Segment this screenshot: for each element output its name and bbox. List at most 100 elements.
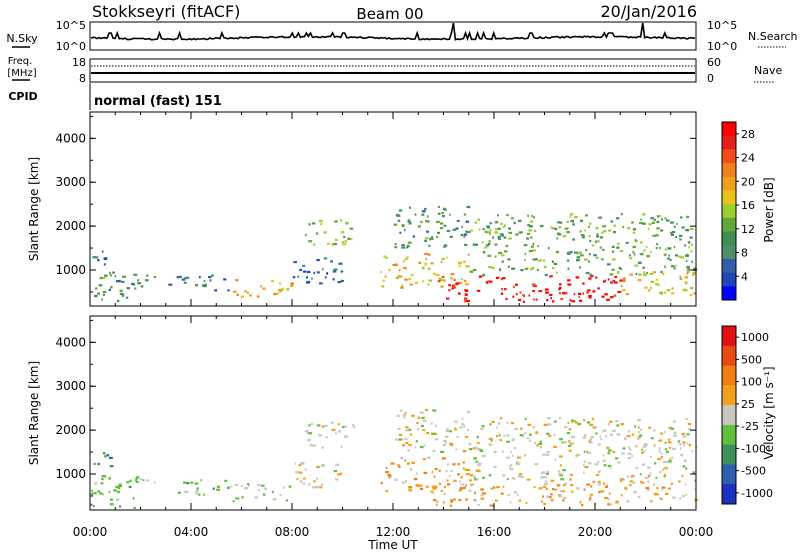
velocity-cell	[543, 483, 548, 486]
velocity-panel: 1000 2000 3000 4000 Slant Range [km] 1000 50…	[27, 315, 776, 511]
power-cell	[625, 241, 629, 244]
velocity-cell	[340, 472, 343, 475]
power-cell	[260, 285, 263, 288]
power-cell	[687, 241, 691, 244]
power-cell	[667, 257, 670, 260]
velocity-cell	[542, 471, 546, 474]
power-cell	[428, 253, 431, 256]
velocity-cell	[325, 436, 328, 439]
velocity-cell	[586, 421, 591, 424]
velocity-cell	[577, 422, 582, 426]
velocity-cell	[476, 478, 479, 481]
velocity-cell	[644, 443, 648, 446]
power-cell	[513, 221, 516, 225]
power-cell	[570, 213, 574, 216]
velocity-cell	[548, 434, 552, 437]
power-cell	[339, 219, 343, 222]
velocity-cell	[597, 460, 600, 463]
power-cell	[448, 289, 451, 292]
power-cell	[472, 268, 477, 272]
power-cell	[572, 238, 575, 241]
velocity-cell	[533, 441, 537, 445]
power-cell	[535, 258, 538, 261]
power-cell	[524, 252, 527, 256]
power-cell	[523, 244, 528, 247]
power-cell	[545, 291, 549, 294]
velocity-cell	[583, 434, 587, 437]
power-cell	[381, 285, 385, 288]
velocity-cell	[541, 500, 543, 503]
velocity-cell	[677, 440, 681, 443]
velocity-cell	[132, 497, 135, 500]
power-cell	[558, 288, 561, 291]
power-cell	[103, 257, 107, 261]
power-cell	[489, 280, 493, 283]
velocity-cell	[582, 419, 585, 422]
power-colorbar-swatch	[722, 245, 736, 260]
power-colorbar-swatch	[722, 176, 736, 191]
power-cell	[203, 280, 206, 283]
velocity-cell	[387, 473, 391, 477]
velocity-x-axis	[89, 316, 697, 510]
velocity-cell	[316, 477, 318, 480]
velocity-cell	[184, 490, 187, 493]
power-cell	[441, 257, 445, 260]
velocity-cell	[686, 442, 689, 445]
velocity-cell	[658, 439, 663, 442]
velocity-cell	[490, 487, 493, 490]
power-cell	[644, 286, 648, 289]
velocity-cell	[480, 488, 484, 491]
velocity-cell	[694, 488, 697, 491]
velocity-cell	[482, 476, 485, 479]
velocity-cell	[620, 480, 622, 483]
velocity-cell	[469, 479, 472, 482]
power-cell	[616, 217, 620, 220]
power-cell	[563, 292, 568, 295]
power-colorbar-tick-label: 16	[741, 199, 755, 212]
velocity-cell	[558, 472, 563, 475]
power-cell	[465, 220, 469, 223]
velocity-colorbar-swatch	[722, 424, 736, 446]
power-cell	[428, 244, 431, 247]
power-cell	[421, 266, 425, 269]
power-cell	[505, 244, 509, 248]
power-cell	[302, 264, 306, 267]
power-cell	[488, 266, 493, 269]
velocity-colorbar-swatch	[722, 345, 736, 367]
velocity-cell	[554, 458, 557, 461]
power-cell	[557, 232, 560, 235]
velocity-cell	[647, 480, 650, 483]
power-cell	[607, 229, 612, 232]
power-cell	[499, 269, 502, 272]
power-cell	[547, 247, 550, 250]
velocity-cell	[435, 485, 438, 488]
power-cell	[566, 220, 570, 223]
power-cell	[306, 276, 308, 279]
velocity-cell	[672, 447, 676, 451]
velocity-cell	[304, 430, 309, 433]
power-cell	[524, 259, 526, 262]
power-cell	[590, 274, 594, 278]
power-cell	[503, 250, 508, 253]
velocity-cell	[254, 496, 259, 499]
power-cell	[601, 258, 604, 261]
power-cell	[656, 227, 660, 230]
power-cell	[489, 222, 492, 225]
velocity-cell	[463, 486, 465, 489]
power-cell	[549, 275, 552, 278]
velocity-cell	[93, 492, 97, 495]
power-cell	[487, 231, 491, 234]
power-cell	[570, 250, 573, 254]
power-cell	[511, 217, 514, 220]
velocity-cell	[431, 432, 435, 435]
power-cell	[407, 241, 412, 244]
velocity-cell	[546, 450, 550, 454]
power-cell	[551, 227, 556, 230]
power-cell	[539, 259, 543, 262]
velocity-cell	[435, 500, 439, 503]
velocity-cell	[402, 443, 405, 446]
power-colorbar-swatch	[722, 149, 736, 164]
velocity-cell	[457, 463, 461, 466]
power-cell	[680, 256, 685, 259]
power-cell	[642, 222, 646, 225]
